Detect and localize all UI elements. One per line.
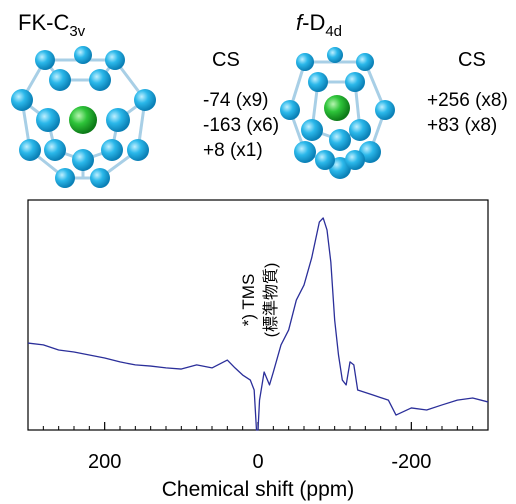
spectrum-line <box>28 218 488 430</box>
cs-value: +256 (x8) <box>427 90 508 111</box>
annotation-text: *) TMS <box>239 274 258 327</box>
plot: 200 0 -200 <box>28 218 488 473</box>
title-sub: 3v <box>69 23 85 40</box>
x-axis-label: Chemical shift (ppm) <box>162 478 355 501</box>
cs-header: CS <box>458 49 486 71</box>
molecule-title: FK-C3v <box>18 10 86 40</box>
molecule-left <box>11 46 156 188</box>
plot-frame <box>28 200 488 430</box>
annotation: *) TMS (標準物質) <box>239 263 280 338</box>
cs-value: -74 (x9) <box>203 90 268 111</box>
title-sub: 4d <box>325 23 342 40</box>
cs-value: +83 (x8) <box>427 115 497 136</box>
molecule-right <box>280 47 395 179</box>
x-tick-label: 200 <box>88 451 121 473</box>
annotation-text: (標準物質) <box>262 263 280 338</box>
figure: FK-C3v CS -74 (x9) -163 (x6) +8 (x1) f-D… <box>0 0 516 504</box>
title-main: FK-C <box>18 10 69 35</box>
cs-value: +8 (x1) <box>203 140 263 161</box>
cs-header: CS <box>212 49 240 71</box>
x-tick-label: 0 <box>252 451 263 473</box>
molecule-title: f-D4d <box>296 10 342 40</box>
title-main: -D <box>302 10 325 35</box>
cs-value: -163 (x6) <box>203 115 279 136</box>
x-tick-label: -200 <box>391 451 431 473</box>
